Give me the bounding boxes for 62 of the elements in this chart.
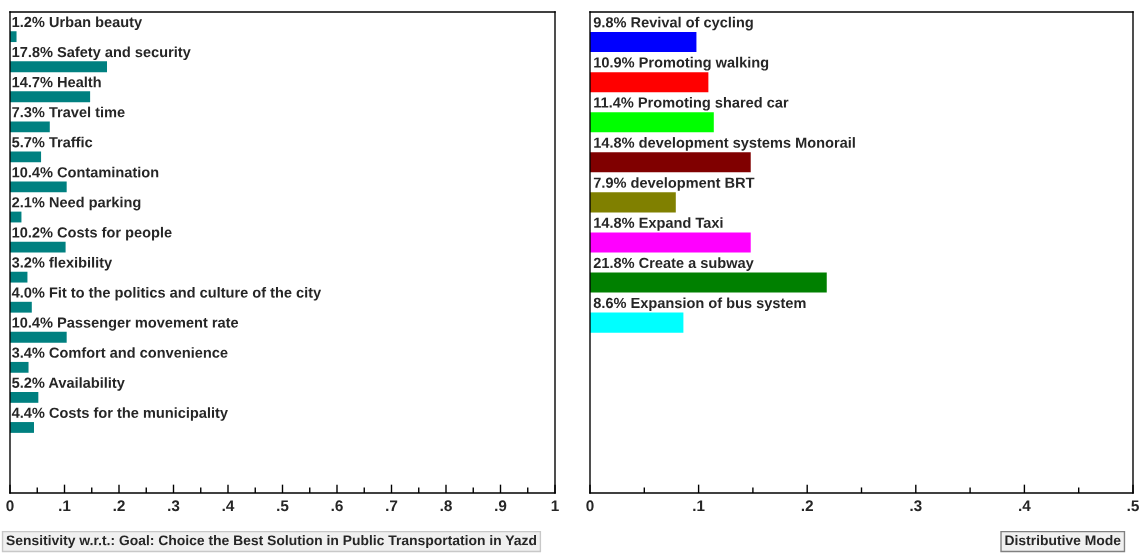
bar bbox=[10, 301, 32, 313]
bar bbox=[10, 361, 29, 373]
text: 4.4% Costs for the municipality bbox=[11, 407, 228, 421]
bar bbox=[10, 181, 67, 193]
x-tick-label: .4 bbox=[222, 500, 235, 512]
bar bbox=[10, 331, 67, 343]
bar bbox=[590, 232, 751, 253]
bar bbox=[590, 312, 684, 333]
text: Distributive Mode bbox=[1005, 535, 1121, 546]
text: 5.7% Traffic bbox=[12, 136, 93, 148]
text: 10.2% Costs for people bbox=[12, 226, 172, 241]
bar bbox=[10, 391, 39, 403]
bar bbox=[590, 192, 676, 213]
x-tick-label: 0 bbox=[586, 500, 594, 512]
text: 7.9% development BRT bbox=[593, 177, 755, 191]
bar bbox=[10, 151, 42, 163]
bar bbox=[590, 112, 714, 133]
x-tick-label: .8 bbox=[440, 500, 452, 512]
x-tick-label: .2 bbox=[801, 500, 813, 512]
text: 17.8% Safety and security bbox=[12, 46, 191, 61]
text: Sensitivity w.r.t.: Goal: Choice the Best Solution in Public Transportation in Yazd bbox=[6, 535, 537, 548]
text: 21.8% Create a subway bbox=[593, 257, 754, 271]
text: 3.4% Comfort and convenience bbox=[11, 347, 228, 358]
x-tick-label: .3 bbox=[168, 500, 180, 512]
x-tick-label: .5 bbox=[277, 500, 289, 512]
text: 1.2% Urban beauty bbox=[12, 16, 143, 31]
text: 14.8% development systems Monorail bbox=[594, 137, 855, 151]
x-tick-label: .7 bbox=[386, 500, 398, 512]
text: 9.8% Revival of cycling bbox=[593, 16, 753, 31]
x-tick-label: .9 bbox=[495, 500, 507, 512]
text: 11.4% Promoting shared car bbox=[594, 96, 789, 111]
x-tick-label: .1 bbox=[59, 500, 71, 512]
bar bbox=[10, 241, 66, 253]
bar bbox=[10, 61, 108, 73]
bar bbox=[10, 121, 50, 133]
text: 4.0% Fit to the politics and culture of the city bbox=[11, 287, 322, 301]
text: 3.2% flexibility bbox=[11, 256, 113, 271]
x-tick-label: 0 bbox=[6, 500, 14, 512]
text: 10.4% Passenger movement rate bbox=[12, 317, 239, 331]
x-tick-label: .2 bbox=[113, 500, 125, 512]
bar bbox=[10, 31, 17, 43]
bar bbox=[10, 271, 28, 283]
x-tick-label: .3 bbox=[910, 500, 922, 512]
text: 8.6% Expansion of bus system bbox=[593, 297, 806, 312]
text: 10.4% Contamination bbox=[12, 166, 159, 178]
x-tick-label: .6 bbox=[331, 500, 343, 512]
text: 7.3% Travel time bbox=[12, 106, 125, 118]
x-tick-label: .1 bbox=[693, 500, 705, 512]
bar bbox=[590, 72, 709, 93]
text: 10.9% Promoting walking bbox=[594, 56, 769, 71]
x-tick-label: .5 bbox=[1127, 500, 1139, 512]
bar bbox=[590, 152, 751, 173]
text: 14.8% Expand Taxi bbox=[594, 217, 723, 231]
text: 14.7% Health bbox=[12, 76, 101, 88]
bar bbox=[590, 32, 697, 53]
bar bbox=[10, 91, 91, 103]
bar bbox=[590, 272, 827, 293]
x-tick-label: 1 bbox=[551, 500, 559, 512]
x-tick-label: .4 bbox=[1019, 500, 1031, 512]
text: 2.1% Need parking bbox=[12, 196, 141, 211]
text: 5.2% Availability bbox=[12, 377, 125, 391]
bar bbox=[10, 422, 34, 433]
